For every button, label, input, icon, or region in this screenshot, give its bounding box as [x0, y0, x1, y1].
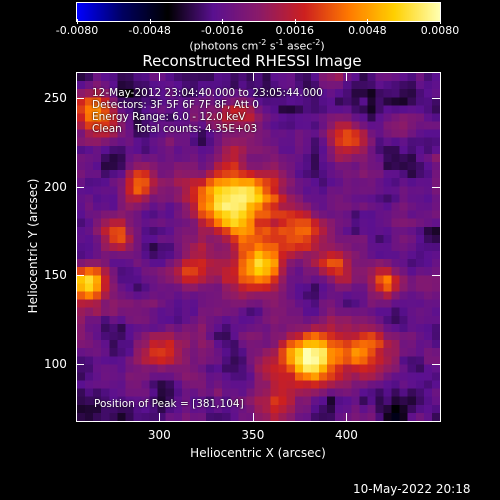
x-axis-tick	[252, 73, 254, 81]
y-axis-tick-label: 250	[44, 90, 67, 105]
x-axis-tick	[346, 73, 348, 81]
x-axis-tick-label: 300	[147, 428, 171, 442]
y-axis-tick-label: 100	[44, 357, 67, 372]
x-axis-tick	[346, 413, 348, 421]
colorbar-tick-label: -0.0080	[55, 24, 99, 37]
colorbar-tick-label: 0.0016	[275, 24, 315, 37]
y-axis-tick	[432, 97, 440, 99]
colorbar-tick	[440, 19, 441, 24]
plot-timestamp: 10-May-2022 20:18	[353, 482, 471, 496]
info-clean-counts: Clean Total counts: 4.35E+03	[92, 123, 258, 135]
info-energy-range: Energy Range: 6.0 - 12.0 keV	[92, 111, 246, 123]
y-axis-tick	[76, 364, 84, 366]
x-axis-tick	[159, 413, 161, 421]
y-axis-tick	[76, 275, 84, 277]
colorbar-tick	[149, 19, 151, 24]
y-axis-tick	[432, 186, 440, 188]
chart-title: Reconstructed RHESSI Image	[142, 52, 362, 70]
colorbar-tick-label: 0.0048	[348, 24, 387, 37]
peak-position-label: Position of Peak = [381,104]	[94, 398, 244, 410]
colorbar-tick-label: 0.0080	[420, 24, 460, 37]
x-axis-tick	[252, 413, 254, 421]
y-axis-tick-label: 150	[44, 268, 67, 283]
colorbar-gradient	[77, 3, 440, 21]
x-axis-tick	[159, 73, 161, 81]
x-axis-label: Heliocentric X (arcsec)	[190, 446, 326, 460]
colorbar-unit-label: (photons cm-2 s-1 asec-2)	[189, 38, 325, 53]
info-time-range: 12-May-2012 23:04:40.000 to 23:05:44.000	[92, 87, 323, 99]
colorbar-tick-label: -0.0016	[200, 24, 244, 37]
info-detectors: Detectors: 3F 5F 6F 7F 8F, Att 0	[92, 99, 259, 111]
y-axis-tick	[432, 364, 440, 366]
y-axis-tick-label: 200	[44, 179, 67, 194]
rhessi-image	[77, 73, 440, 421]
x-axis-tick-label: 400	[334, 428, 358, 442]
plot-area	[76, 72, 441, 422]
y-axis-tick	[76, 97, 84, 99]
y-axis-tick	[76, 186, 84, 188]
colorbar-tick	[294, 19, 296, 24]
colorbar-tick	[222, 19, 224, 24]
colorbar-tick-label: -0.0048	[128, 24, 171, 37]
colorbar	[76, 2, 441, 22]
x-axis-tick-label: 350	[241, 428, 265, 442]
y-axis-tick	[432, 275, 440, 277]
colorbar-tick	[77, 19, 78, 24]
y-axis-label: Heliocentric Y (arcsec)	[26, 178, 40, 314]
colorbar-tick	[367, 19, 369, 24]
